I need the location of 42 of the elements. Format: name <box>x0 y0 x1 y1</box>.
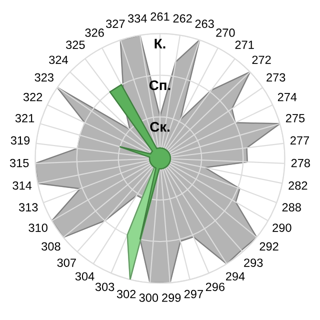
spoke-label: 314 <box>12 181 32 190</box>
spoke-label: 293 <box>244 258 263 267</box>
spoke-label: 290 <box>272 224 292 232</box>
spoke-label: 324 <box>49 56 68 64</box>
spoke-label: 278 <box>291 158 310 168</box>
spoke-label: 304 <box>75 272 94 281</box>
spoke-label: 321 <box>15 114 34 122</box>
spoke-label: 315 <box>10 158 29 168</box>
spoke-label: 275 <box>286 114 305 122</box>
spoke-label: 288 <box>282 203 301 212</box>
spoke-label: 326 <box>85 28 104 37</box>
y-tick-label: Сп. <box>149 80 170 90</box>
spoke-label: 325 <box>66 40 85 50</box>
spoke-label: 307 <box>57 258 76 267</box>
spoke-label: 297 <box>184 290 203 298</box>
spoke-label: 334 <box>128 14 147 23</box>
spoke-label: 319 <box>10 136 30 145</box>
spoke-label: 273 <box>266 73 286 82</box>
spoke-label: 274 <box>278 92 297 102</box>
spoke-label: 327 <box>106 20 125 28</box>
spoke-label: 300 <box>139 294 158 302</box>
spoke-label: 302 <box>116 290 136 298</box>
spoke-label: 282 <box>288 181 308 190</box>
spoke-label: 299 <box>162 294 181 302</box>
y-tick-label: К. <box>154 38 166 48</box>
spoke-label: 308 <box>42 242 60 251</box>
spoke-label: 294 <box>226 272 245 281</box>
spoke-label: 296 <box>206 282 225 292</box>
spoke-label: 303 <box>95 282 114 292</box>
y-tick-label: Ск. <box>150 122 170 132</box>
spoke-label: 272 <box>252 56 271 64</box>
spoke-label: 262 <box>173 14 192 23</box>
spoke-label: 261 <box>150 12 170 21</box>
spoke-label: 277 <box>290 136 310 144</box>
spoke-label: 271 <box>235 40 254 49</box>
spoke-label: 263 <box>195 20 214 28</box>
spoke-label: 310 <box>28 224 48 232</box>
spoke-label: 322 <box>23 92 42 102</box>
spoke-label: 270 <box>216 28 235 37</box>
spoke-label: 292 <box>260 242 278 251</box>
spoke-label: 313 <box>18 203 38 212</box>
spoke-label: 323 <box>34 73 54 82</box>
